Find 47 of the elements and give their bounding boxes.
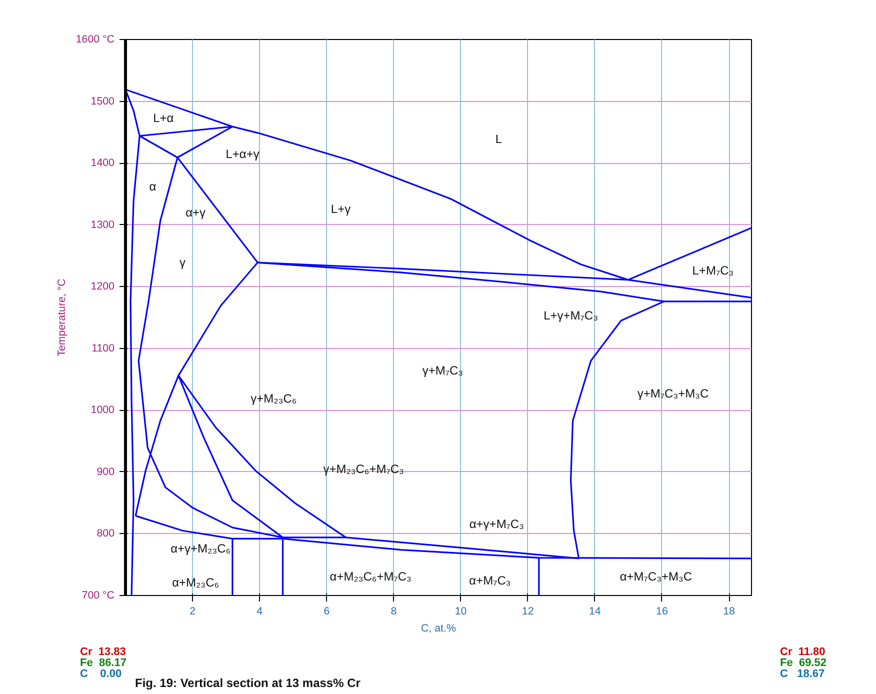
x-tick-label: 6 xyxy=(324,606,330,618)
annotation: γ+M₇C₃+M₃C xyxy=(637,386,709,400)
y-tick-label: 1300 xyxy=(90,218,115,231)
y-tick-label: 800 xyxy=(96,528,115,540)
y-axis-title: Temperature, °C xyxy=(56,278,68,356)
annotation: α+M₇C₃ xyxy=(469,574,511,588)
annotation: L xyxy=(495,132,502,146)
annotation: γ+M₂₃C₆+M₇C₃ xyxy=(323,462,404,476)
y-tick-label: 1000 xyxy=(90,404,115,416)
annotation: L+γ xyxy=(330,202,351,216)
annotation: γ+M₂₃C₆ xyxy=(250,391,297,406)
caption: Fig. 19: Vertical section at 13 mass% Cr xyxy=(135,675,360,692)
y-tick-label: 1500 xyxy=(90,95,115,108)
x-tick-label: 2 xyxy=(190,606,196,618)
annotation: L+M₇C₃ xyxy=(692,264,734,278)
y-tick-label: 1600 °C xyxy=(76,34,115,46)
x-tick-label: 8 xyxy=(390,606,397,618)
annotation: γ+M₇C₃ xyxy=(422,364,464,378)
text: C 0.00 xyxy=(80,667,122,682)
annotation: L+α xyxy=(153,110,174,125)
annotation: α+M₂₃C₆+M₇C₃ xyxy=(330,569,412,584)
annotation: L+γ+M₇C₃ xyxy=(544,308,598,323)
text: Fe 69.52 xyxy=(780,656,826,669)
text: Fe 86.17 xyxy=(80,656,126,669)
annotation: L+α+γ xyxy=(226,146,260,161)
y-tick-label: 1200 xyxy=(90,280,115,293)
annotation: α+γ xyxy=(186,205,206,220)
x-tick-label: 4 xyxy=(256,606,263,618)
y-tick-label: 1400 xyxy=(90,157,115,170)
text: C 18.67 xyxy=(780,667,825,682)
y-tick-label: 700 °C xyxy=(82,590,115,602)
text: Cr 11.80 xyxy=(780,645,826,658)
x-tick-label: 10 xyxy=(454,606,467,618)
annotation: α+M₇C₃+M₃C xyxy=(620,569,692,584)
x-tick-label: 14 xyxy=(588,606,601,618)
x-axis-title: C, at.% xyxy=(421,622,456,634)
x-tick-label: 18 xyxy=(723,606,736,618)
annotation: α xyxy=(149,180,156,194)
x-tick-label: 12 xyxy=(522,606,534,618)
text: Cr 13.83 xyxy=(80,645,126,658)
annotation: γ xyxy=(180,256,186,270)
y-tick-label: 900 xyxy=(96,466,115,478)
annotation: α+M₂₃C₆ xyxy=(172,576,220,590)
annotation: α+γ+M₂₃C₆ xyxy=(170,542,231,556)
y-tick-label: 1100 xyxy=(92,342,115,354)
x-tick-label: 16 xyxy=(656,606,668,618)
annotation: α+γ+M₇C₃ xyxy=(469,516,524,531)
